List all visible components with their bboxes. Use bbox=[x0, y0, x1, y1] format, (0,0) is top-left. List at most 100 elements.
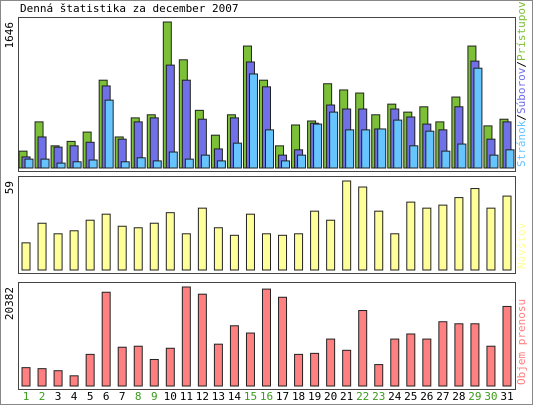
bar bbox=[425, 130, 435, 169]
bar bbox=[101, 213, 111, 271]
x-tick-label: 15 bbox=[244, 390, 257, 403]
legend-separator: / bbox=[515, 61, 528, 68]
bar bbox=[310, 210, 320, 271]
bar bbox=[197, 207, 207, 271]
chart-title: Denná štatistika za december 2007 bbox=[20, 2, 239, 15]
x-tick-label: 27 bbox=[436, 390, 449, 403]
bar bbox=[374, 364, 384, 387]
bar bbox=[120, 161, 130, 169]
bar bbox=[406, 333, 416, 387]
x-tick-label: 3 bbox=[55, 390, 62, 403]
bar bbox=[104, 99, 114, 169]
bar bbox=[53, 370, 63, 387]
bar bbox=[21, 367, 31, 387]
legend-separator: / bbox=[515, 114, 528, 121]
bar bbox=[486, 345, 496, 387]
y-tick-label: 1646 bbox=[3, 22, 16, 49]
bar bbox=[232, 142, 242, 169]
bar bbox=[248, 73, 258, 169]
bar bbox=[310, 352, 320, 387]
bar bbox=[326, 219, 336, 271]
bar bbox=[181, 233, 191, 271]
bar bbox=[136, 157, 146, 169]
legend-entry: Objem prenosu bbox=[515, 299, 528, 385]
bar bbox=[345, 129, 355, 169]
bar bbox=[502, 195, 512, 271]
bar bbox=[197, 293, 207, 387]
bar bbox=[133, 345, 143, 387]
bar bbox=[358, 310, 368, 387]
bar bbox=[262, 233, 271, 271]
x-tick-label: 10 bbox=[164, 390, 177, 403]
bar bbox=[213, 227, 223, 271]
bar bbox=[502, 305, 512, 387]
bar bbox=[152, 160, 162, 169]
x-tick-label: 13 bbox=[212, 390, 225, 403]
bar bbox=[88, 159, 98, 169]
x-tick-label: 29 bbox=[468, 390, 481, 403]
bar bbox=[149, 222, 159, 271]
legend: Objem prenosu bbox=[515, 299, 528, 385]
bar bbox=[377, 128, 387, 169]
x-tick-label: 18 bbox=[292, 390, 305, 403]
x-tick-label: 24 bbox=[388, 390, 402, 403]
x-tick-label: 6 bbox=[103, 390, 110, 403]
bar bbox=[489, 154, 499, 169]
x-tick-label: 9 bbox=[151, 390, 158, 403]
x-tick-label: 26 bbox=[420, 390, 433, 403]
bar bbox=[181, 79, 191, 169]
bar bbox=[278, 234, 288, 271]
x-tick-label: 12 bbox=[196, 390, 209, 403]
bar bbox=[326, 338, 336, 387]
x-tick-label: 22 bbox=[356, 390, 369, 403]
bar bbox=[313, 123, 323, 169]
bar bbox=[216, 160, 226, 169]
bar bbox=[117, 346, 127, 387]
bar bbox=[422, 207, 432, 271]
bar bbox=[393, 119, 403, 169]
bar bbox=[470, 188, 480, 271]
bar bbox=[278, 296, 288, 387]
bar bbox=[229, 234, 239, 271]
x-tick-label: 17 bbox=[276, 390, 289, 403]
y-tick-label: 59 bbox=[3, 181, 16, 194]
bar bbox=[281, 160, 291, 169]
bar bbox=[486, 207, 496, 271]
bar bbox=[342, 349, 352, 387]
x-tick-label: 5 bbox=[87, 390, 94, 403]
bar bbox=[390, 338, 400, 387]
bar bbox=[117, 225, 127, 271]
x-tick-label: 16 bbox=[260, 390, 273, 403]
bar bbox=[56, 162, 66, 169]
bar bbox=[213, 343, 223, 387]
bar bbox=[165, 212, 175, 271]
bar bbox=[245, 213, 255, 271]
bar bbox=[200, 154, 210, 169]
bar bbox=[85, 353, 95, 387]
x-tick-label: 11 bbox=[180, 390, 193, 403]
bar bbox=[101, 291, 111, 387]
x-tick-label: 1 bbox=[23, 390, 30, 403]
bar bbox=[361, 129, 371, 169]
bar bbox=[329, 111, 339, 169]
x-tick-label: 28 bbox=[452, 390, 465, 403]
bar bbox=[342, 180, 352, 271]
x-tick-label: 4 bbox=[71, 390, 78, 403]
x-tick-label: 23 bbox=[372, 390, 385, 403]
bar bbox=[406, 201, 416, 271]
x-tick-label: 7 bbox=[119, 390, 126, 403]
bar bbox=[149, 358, 159, 387]
bar bbox=[69, 230, 79, 271]
bar bbox=[454, 323, 464, 387]
bar bbox=[473, 67, 483, 169]
bar bbox=[72, 161, 82, 169]
legend-entry: Súborov bbox=[515, 67, 528, 114]
bar bbox=[358, 186, 368, 271]
bar bbox=[441, 150, 451, 169]
bar bbox=[470, 323, 480, 387]
bar bbox=[262, 288, 271, 387]
bar bbox=[133, 227, 143, 271]
x-tick-label: 2 bbox=[39, 390, 46, 403]
x-tick-label: 31 bbox=[500, 390, 513, 403]
bar bbox=[297, 154, 307, 169]
